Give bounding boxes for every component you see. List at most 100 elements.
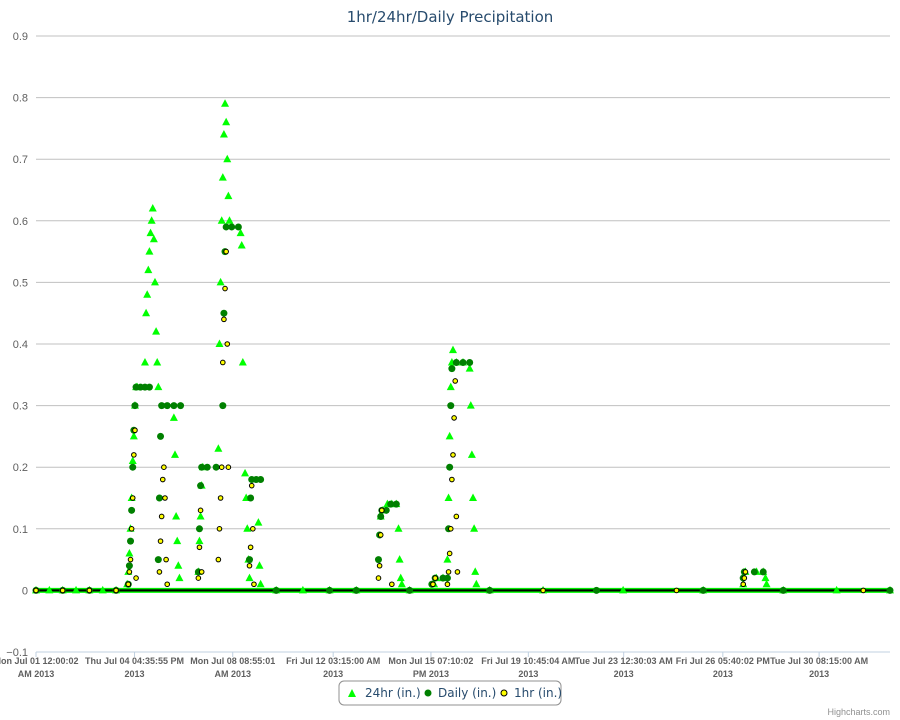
point-24hr (471, 567, 480, 575)
point-24hr (762, 579, 771, 588)
y-tick-label: 0.9 (13, 31, 28, 43)
point-24hr (219, 130, 228, 138)
y-tick-label: 0.5 (13, 277, 28, 289)
legend-label-1hr: 1hr (in.) (514, 686, 562, 700)
point-daily (779, 586, 787, 594)
point-daily (198, 463, 206, 471)
legend-marker-1hr (500, 689, 508, 697)
point-24hr (444, 493, 453, 501)
point-1hr (225, 464, 232, 471)
point-daily (154, 556, 162, 564)
point-24hr (395, 555, 404, 563)
x-tick-label: AM 2013 (18, 669, 55, 679)
point-24hr (396, 573, 405, 582)
point-24hr (72, 585, 81, 594)
point-1hr (197, 507, 204, 514)
point-1hr (432, 575, 439, 581)
point-1hr (133, 575, 139, 581)
point-1hr (159, 476, 166, 483)
point-daily (377, 512, 385, 520)
point-daily (392, 500, 400, 508)
point-1hr (221, 316, 227, 323)
point-24hr (472, 579, 481, 588)
point-24hr (254, 518, 263, 526)
point-1hr (129, 495, 136, 501)
point-24hr (619, 585, 628, 594)
point-24hr (236, 228, 245, 237)
point-1hr (447, 526, 454, 532)
x-tick-label: Thu Jul 04 04:35:55 PM (85, 656, 184, 666)
point-daily (125, 562, 133, 570)
legend-marker-daily (424, 689, 432, 697)
point-24hr (298, 585, 307, 594)
point-24hr (448, 345, 457, 354)
point-24hr (467, 450, 476, 458)
point-24hr (144, 265, 153, 274)
point-24hr (152, 327, 161, 335)
point-24hr (446, 382, 455, 391)
point-1hr (454, 569, 461, 575)
point-24hr (225, 216, 234, 224)
point-24hr (128, 456, 137, 465)
point-24hr (98, 585, 107, 594)
legend-item-1hr[interactable]: 1hr (in.) (500, 686, 562, 700)
point-daily (750, 568, 758, 576)
point-1hr (217, 495, 224, 501)
x-tick-label: Tue Jul 23 12:30:03 AM (575, 656, 673, 666)
point-1hr (157, 538, 164, 544)
point-1hr (132, 427, 138, 434)
point-1hr (196, 544, 203, 551)
legend-label-daily: Daily (in.) (438, 686, 496, 700)
point-daily (222, 223, 230, 231)
point-1hr (126, 569, 133, 575)
x-tick-label: 2013 (323, 669, 343, 679)
x-tick-label: 2013 (614, 669, 634, 679)
point-24hr (761, 573, 770, 582)
point-daily (387, 500, 395, 508)
point-1hr (449, 476, 455, 483)
x-tick-label: 2013 (809, 669, 829, 679)
point-1hr (198, 569, 205, 575)
legend[interactable]: 24hr (in.) Daily (in.) 1hr (in.) (338, 680, 562, 706)
point-1hr (59, 587, 66, 594)
point-24hr (218, 173, 227, 181)
point-daily (247, 494, 255, 502)
point-24hr (196, 511, 205, 520)
point-daily (212, 463, 220, 471)
legend-item-daily[interactable]: Daily (in.) (424, 686, 497, 700)
point-daily (759, 568, 767, 576)
point-1hr (222, 285, 228, 292)
point-1hr (250, 526, 256, 532)
y-tick-label: 0.1 (13, 524, 28, 536)
x-tick-label: 2013 (125, 669, 145, 679)
point-daily (197, 482, 205, 490)
point-24hr (153, 357, 162, 366)
point-1hr (673, 587, 680, 594)
legend-item-24hr[interactable]: 24hr (in.) (348, 686, 421, 700)
x-tick-label: PM 2013 (413, 669, 449, 679)
credits-link[interactable]: Highcharts.com (827, 707, 890, 717)
y-tick-label: 0.3 (13, 401, 28, 413)
point-1hr (740, 581, 747, 588)
point-24hr (469, 493, 478, 501)
point-24hr (443, 555, 452, 563)
point-24hr (465, 364, 474, 372)
point-24hr (170, 450, 179, 458)
point-daily (203, 463, 211, 471)
point-24hr (154, 382, 163, 391)
point-24hr (142, 308, 151, 317)
point-1hr (218, 464, 225, 471)
point-daily (486, 586, 494, 594)
x-tick-label: Fri Jul 26 05:40:02 PM (676, 656, 770, 666)
point-24hr (173, 536, 182, 545)
point-24hr (146, 228, 155, 237)
point-1hr (741, 575, 748, 581)
point-24hr (394, 524, 403, 532)
point-1hr (248, 482, 255, 489)
point-1hr (33, 587, 39, 594)
point-24hr (214, 444, 223, 452)
point-daily (443, 574, 451, 582)
y-tick-label: 0.8 (13, 93, 28, 105)
y-tick-label: 0.7 (13, 154, 28, 166)
point-daily (195, 525, 203, 533)
